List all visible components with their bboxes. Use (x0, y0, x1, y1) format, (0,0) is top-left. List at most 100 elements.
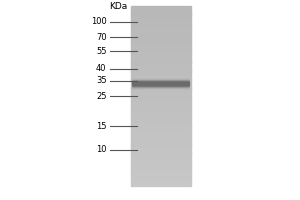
Bar (130, 148, 190, 150)
Bar (130, 154, 190, 157)
Text: 100: 100 (91, 17, 106, 26)
Bar (130, 96, 190, 99)
Bar (130, 125, 190, 128)
Bar (132, 84, 189, 85)
Bar (130, 172, 190, 175)
Bar (130, 15, 190, 18)
Bar (130, 38, 190, 40)
Bar (130, 20, 190, 22)
Bar (130, 71, 190, 74)
Text: KDa: KDa (109, 2, 128, 11)
Bar (130, 40, 190, 43)
Bar (130, 27, 190, 29)
Bar (130, 123, 190, 126)
Bar (132, 87, 189, 88)
Text: 15: 15 (96, 122, 106, 131)
Bar (130, 101, 190, 103)
Bar (130, 134, 190, 137)
Bar (130, 181, 190, 184)
Bar (132, 80, 189, 81)
Bar (130, 49, 190, 52)
Bar (130, 6, 190, 9)
Bar (130, 139, 190, 141)
Bar (130, 29, 190, 31)
Bar (130, 157, 190, 159)
Bar (130, 13, 190, 16)
Bar (130, 136, 190, 139)
Bar (130, 92, 190, 94)
Bar (130, 87, 190, 90)
Bar (132, 89, 189, 90)
Bar (130, 85, 190, 88)
Bar (132, 78, 189, 79)
Bar (132, 83, 189, 84)
Text: 55: 55 (96, 47, 106, 56)
Bar (132, 79, 189, 80)
Bar (130, 45, 190, 47)
Bar (130, 11, 190, 14)
Bar (130, 112, 190, 114)
Bar (130, 141, 190, 144)
Bar (130, 150, 190, 153)
Bar (130, 51, 190, 54)
Bar (130, 105, 190, 108)
Bar (130, 31, 190, 34)
Bar (130, 33, 190, 36)
Bar (130, 114, 190, 117)
Bar (130, 78, 190, 81)
Bar (130, 67, 190, 70)
Bar (130, 159, 190, 162)
Text: 35: 35 (96, 76, 106, 85)
Bar (130, 83, 190, 85)
Bar (130, 18, 190, 20)
Bar (130, 22, 190, 25)
Text: 70: 70 (96, 33, 106, 42)
Text: 40: 40 (96, 64, 106, 73)
Bar (130, 175, 190, 177)
Text: 25: 25 (96, 92, 106, 101)
Bar (130, 24, 190, 27)
Bar (130, 143, 190, 146)
Bar (130, 127, 190, 130)
Bar (130, 152, 190, 155)
Bar (130, 121, 190, 123)
Bar (130, 168, 190, 170)
Bar (130, 132, 190, 135)
Bar (130, 47, 190, 49)
Bar (130, 110, 190, 112)
Text: 10: 10 (96, 145, 106, 154)
Bar (130, 76, 190, 79)
Bar (130, 94, 190, 96)
Bar (130, 74, 190, 76)
Bar (130, 166, 190, 168)
Bar (130, 161, 190, 164)
Bar (130, 130, 190, 132)
Bar (130, 119, 190, 121)
Bar (130, 98, 190, 101)
Bar (132, 82, 189, 83)
Bar (130, 103, 190, 105)
Bar (130, 163, 190, 166)
Bar (130, 184, 190, 186)
Bar (130, 60, 190, 63)
Bar (132, 88, 189, 89)
Bar (130, 56, 190, 58)
Bar (130, 9, 190, 11)
Bar (132, 86, 189, 87)
Bar (130, 62, 190, 65)
Bar (130, 170, 190, 173)
Bar (130, 80, 190, 83)
Bar (130, 177, 190, 179)
Bar (130, 69, 190, 72)
Bar (130, 89, 190, 92)
Bar (132, 81, 189, 82)
Bar (130, 36, 190, 38)
Bar (130, 58, 190, 61)
Bar (130, 65, 190, 67)
Bar (130, 53, 190, 56)
Bar (132, 85, 189, 86)
Bar (130, 116, 190, 119)
Bar (130, 107, 190, 110)
Bar (130, 42, 190, 45)
Bar (130, 145, 190, 148)
